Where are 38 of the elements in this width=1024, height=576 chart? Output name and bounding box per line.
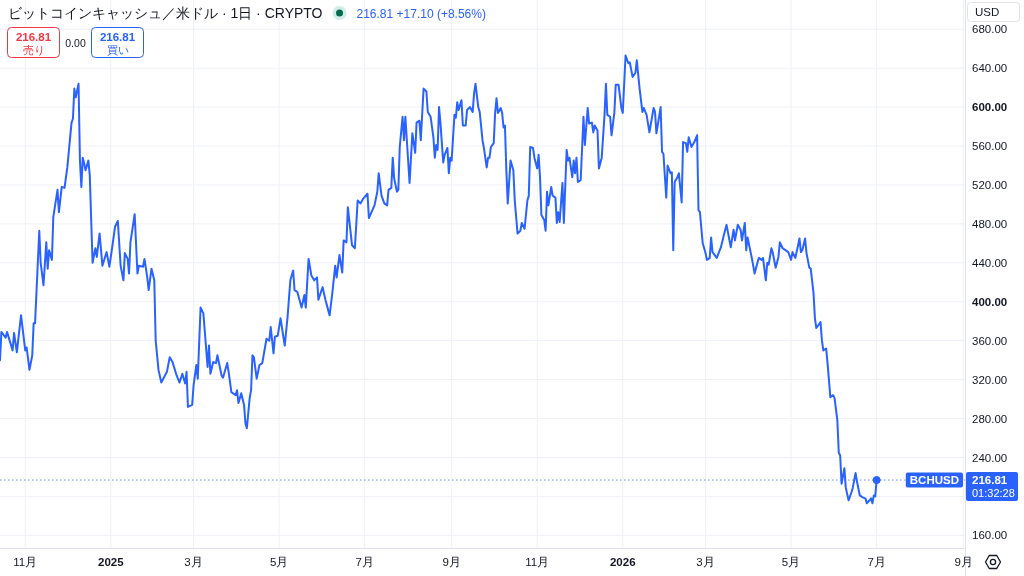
y-tick-label: 280.00 [972,412,1008,425]
buy-button: 216.81 買い [91,27,144,58]
y-tick-label: 600.00 [972,101,1008,114]
x-tick-label: 11月 [525,556,550,569]
text: BCHUSD [909,474,959,487]
text: 01:32:28 [972,486,1015,499]
annotation: 買い [106,43,129,56]
chart-title: ビットコインキャッシュ／米ドル · 1日 · CRYPTO [8,5,323,21]
text: 216.81 +17.10 (+8.56%) [356,6,486,21]
annotation: 0.00 [65,36,86,49]
x-tick-label: 5月 [781,556,801,569]
x-tick-label: 2025 [98,556,125,569]
y-tick-label: 320.00 [972,373,1008,386]
x-tick-label: 3月 [696,556,715,569]
y-tick-label: 160.00 [972,529,1008,542]
y-tick-label: 480.00 [972,217,1008,230]
x-tick-label: 5月 [269,556,289,569]
sell-button: 216.81 売り [7,27,60,58]
x-tick-label: 3月 [184,556,203,569]
y-tick-label: 520.00 [972,178,1008,191]
annotation: 216.81 [99,31,136,44]
x-tick-label: 2026 [609,556,636,569]
y-tick-label: 680.00 [972,23,1008,36]
ref-line-label: 216.81 [972,474,1008,487]
x-tick-label: 9月 [442,556,461,569]
x-tick-label: 9月 [954,556,973,569]
x-tick-label: 11月 [13,556,38,569]
y-tick-label: 560.00 [972,140,1008,153]
annotation: 売り [22,43,45,56]
y-tick-label: 440.00 [972,256,1008,269]
x-tick-label: 7月 [355,556,374,569]
currency-button: USD [967,2,1020,22]
y-tick-label: 400.00 [972,295,1008,308]
x-tick-label: 7月 [867,556,886,569]
annotation: 216.81 [15,31,52,44]
y-tick-label: 240.00 [972,451,1008,464]
y-tick-label: 360.00 [972,334,1008,347]
y-tick-label: 640.00 [972,62,1008,75]
